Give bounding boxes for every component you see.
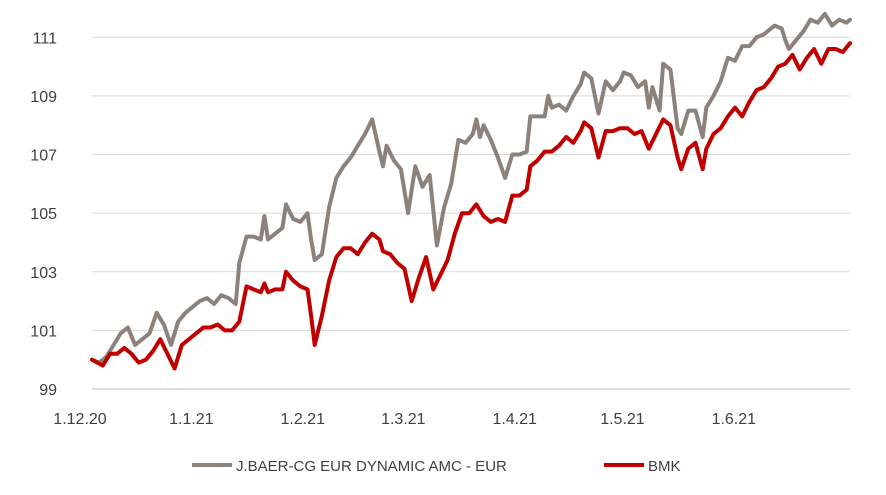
x-tick-label: 1.3.21 [381,411,426,428]
y-tick-label: 101 [30,323,57,340]
legend: J.BAER-CG EUR DYNAMIC AMC - EUR BMK [192,458,681,475]
legend-label-fund: J.BAER-CG EUR DYNAMIC AMC - EUR [236,458,507,475]
y-tick-label: 109 [30,89,57,106]
y-tick-label: 111 [33,30,57,47]
legend-label-bmk: BMK [648,458,681,475]
x-tick-label: 1.1.21 [169,411,214,428]
y-tick-label: 105 [30,206,57,223]
axes: 99 101 103 105 107 109 111 1.12.20 1.1.21 1.2.21 1… [30,30,850,428]
y-tick-label: 99 [39,382,57,399]
x-tick-label: 1.4.21 [492,411,537,428]
series-group [90,11,852,371]
series-line-bmk [90,41,852,371]
y-tick-label: 103 [30,265,57,282]
series-line-fund [90,11,852,365]
x-tick-label: 1.2.21 [280,411,325,428]
x-tick-label: 1.5.21 [600,411,645,428]
x-tick-label: 1.6.21 [712,411,757,428]
gridlines [92,36,850,331]
x-tick-label: 1.12.20 [53,411,106,428]
y-tick-label: 107 [30,148,57,165]
